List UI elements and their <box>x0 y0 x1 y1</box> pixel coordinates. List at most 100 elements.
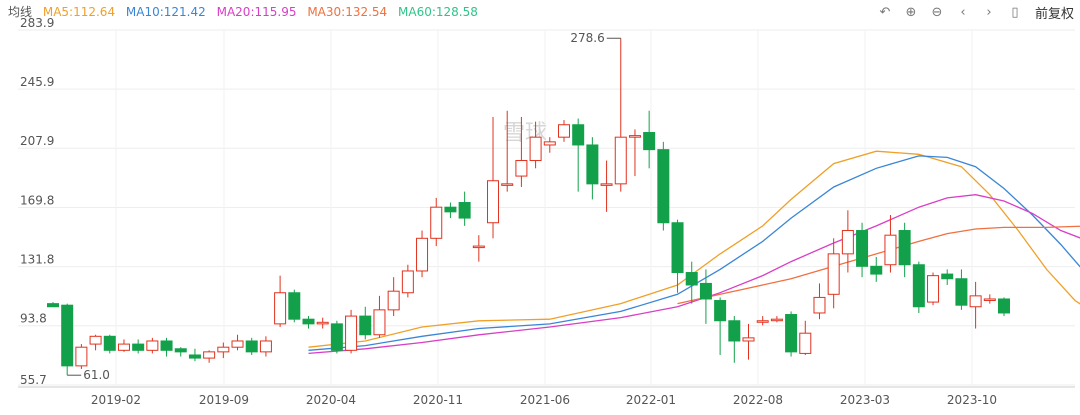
candle[interactable] <box>231 334 244 351</box>
candle-body <box>543 141 556 146</box>
candle[interactable] <box>941 269 954 285</box>
candle[interactable] <box>373 295 386 338</box>
candle[interactable] <box>89 334 102 351</box>
legend-ma30: MA30:132.54 <box>307 5 388 19</box>
candle-body <box>146 340 159 351</box>
candle[interactable] <box>103 334 116 354</box>
candle[interactable] <box>671 219 684 293</box>
ma-line-ma5 <box>308 150 1080 348</box>
candle[interactable] <box>685 261 698 304</box>
minus-icon[interactable]: ⊖ <box>931 4 943 20</box>
candle[interactable] <box>955 269 968 310</box>
adjust-mode-label[interactable]: 前复权 <box>1034 6 1074 22</box>
chevron-left-icon[interactable]: ‹ <box>960 4 966 20</box>
candle-body <box>643 132 656 151</box>
candle[interactable] <box>827 238 840 309</box>
moving-average-lines <box>308 150 1080 355</box>
plus-icon[interactable]: ⊕ <box>905 4 917 20</box>
candle[interactable] <box>983 294 996 304</box>
candle[interactable] <box>444 202 457 219</box>
candle-icon[interactable]: ▯ <box>1011 4 1019 20</box>
candle[interactable] <box>813 283 826 320</box>
candle[interactable] <box>416 230 429 278</box>
candle-body <box>685 272 698 286</box>
candle-body <box>274 292 287 325</box>
candle-body <box>387 290 400 311</box>
candle[interactable] <box>699 269 712 324</box>
candle[interactable] <box>117 339 130 352</box>
candle[interactable] <box>586 137 599 200</box>
candle[interactable] <box>756 316 769 326</box>
candle[interactable] <box>61 303 74 376</box>
candle-body <box>827 253 840 295</box>
candle[interactable] <box>274 275 287 327</box>
candle[interactable] <box>898 222 911 278</box>
candle[interactable] <box>430 197 443 247</box>
candle[interactable] <box>785 311 798 357</box>
candle[interactable] <box>543 137 556 153</box>
candle[interactable] <box>742 323 755 360</box>
candle-body <box>927 275 940 303</box>
candle[interactable] <box>884 214 897 273</box>
candle[interactable] <box>856 222 869 278</box>
candle[interactable] <box>288 289 301 323</box>
candle[interactable] <box>458 191 471 226</box>
x-axis: 2019-02 2019-09 2020-04 2020-11 2021-06 2022-… <box>18 386 1075 407</box>
candle-body <box>316 321 329 325</box>
candle[interactable] <box>770 316 783 323</box>
candle[interactable] <box>487 116 500 239</box>
candle[interactable] <box>47 302 59 308</box>
candle[interactable] <box>529 121 542 169</box>
candle[interactable] <box>160 337 173 357</box>
candle[interactable] <box>600 160 613 212</box>
candle-body <box>359 315 372 336</box>
candle[interactable] <box>714 297 727 355</box>
candle[interactable] <box>614 38 627 192</box>
candle[interactable] <box>330 320 343 354</box>
candle[interactable] <box>870 256 883 282</box>
candle-body <box>61 304 74 367</box>
candle[interactable] <box>557 120 570 142</box>
undo-icon[interactable]: ↶ <box>879 4 891 20</box>
candle[interactable] <box>146 337 159 354</box>
candle[interactable] <box>359 306 372 340</box>
candle[interactable] <box>75 344 88 369</box>
y-tick-label: 283.9 <box>20 16 54 30</box>
candle[interactable] <box>345 309 358 354</box>
candle[interactable] <box>259 336 272 357</box>
candle[interactable] <box>316 317 329 329</box>
candle[interactable] <box>515 116 528 187</box>
min-label: 61.0 <box>83 368 110 382</box>
candle-body <box>288 292 301 320</box>
candle[interactable] <box>501 110 514 192</box>
candle[interactable] <box>188 348 201 362</box>
candle[interactable] <box>841 210 854 273</box>
candle[interactable] <box>728 316 741 363</box>
candle-body <box>160 340 173 351</box>
candle[interactable] <box>643 110 656 169</box>
candle[interactable] <box>472 235 485 262</box>
candle[interactable] <box>217 342 230 359</box>
candle-body <box>302 318 315 325</box>
candle[interactable] <box>387 277 400 317</box>
candle[interactable] <box>657 141 670 231</box>
candle[interactable] <box>799 320 812 355</box>
candle[interactable] <box>203 350 216 363</box>
candle[interactable] <box>302 316 315 329</box>
candle[interactable] <box>174 347 187 357</box>
candle-body <box>614 136 627 185</box>
candle[interactable] <box>969 281 982 329</box>
candle-body <box>174 348 187 353</box>
candle[interactable] <box>998 297 1010 317</box>
candle[interactable] <box>245 337 258 355</box>
candle[interactable] <box>572 118 585 192</box>
legend-ma60: MA60:128.58 <box>398 5 478 19</box>
candle-body <box>898 230 911 266</box>
candle[interactable] <box>401 264 414 298</box>
chevron-right-icon[interactable]: › <box>986 4 992 20</box>
candle[interactable] <box>927 272 940 306</box>
candle[interactable] <box>132 339 145 354</box>
candle[interactable] <box>912 261 925 313</box>
candle[interactable] <box>628 129 641 177</box>
